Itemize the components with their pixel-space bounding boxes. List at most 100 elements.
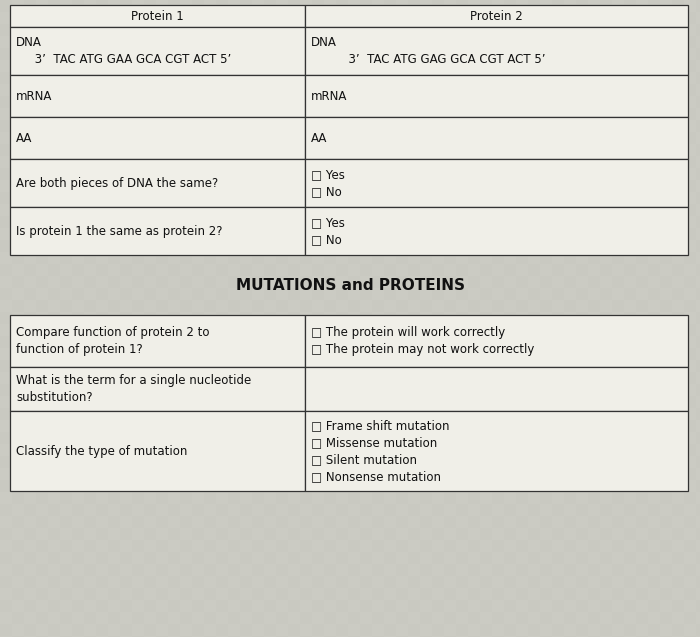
Bar: [288, 36, 300, 48]
Bar: [180, 120, 192, 132]
Bar: [564, 60, 576, 72]
Bar: [72, 348, 84, 360]
Bar: [0, 60, 12, 72]
Bar: [588, 96, 600, 108]
Bar: [336, 636, 348, 637]
Bar: [24, 228, 36, 240]
Bar: [264, 348, 276, 360]
Bar: [660, 144, 672, 156]
Bar: [576, 264, 588, 276]
Bar: [60, 444, 72, 456]
Bar: [36, 12, 48, 24]
Bar: [648, 420, 660, 432]
Bar: [72, 468, 84, 480]
Bar: [120, 72, 132, 84]
Bar: [444, 132, 456, 144]
Bar: [588, 24, 600, 36]
Bar: [204, 0, 216, 12]
Bar: [372, 180, 384, 192]
Bar: [468, 276, 480, 288]
Bar: [444, 108, 456, 120]
Bar: [396, 444, 408, 456]
Bar: [612, 432, 624, 444]
Bar: [372, 312, 384, 324]
Bar: [468, 60, 480, 72]
Bar: [300, 360, 312, 372]
Bar: [168, 516, 180, 528]
Bar: [564, 36, 576, 48]
Bar: [444, 600, 456, 612]
Bar: [384, 372, 396, 384]
Bar: [192, 204, 204, 216]
Bar: [228, 636, 240, 637]
Bar: [576, 36, 588, 48]
Bar: [60, 84, 72, 96]
Bar: [36, 564, 48, 576]
Bar: [84, 84, 96, 96]
Bar: [12, 360, 24, 372]
Bar: [144, 360, 156, 372]
Bar: [216, 240, 228, 252]
Bar: [492, 204, 504, 216]
Bar: [228, 624, 240, 636]
Bar: [324, 72, 336, 84]
Bar: [36, 72, 48, 84]
Bar: [648, 0, 660, 12]
Bar: [204, 240, 216, 252]
Bar: [264, 612, 276, 624]
Bar: [72, 36, 84, 48]
Text: What is the term for a single nucleotide
substitution?: What is the term for a single nucleotide…: [16, 374, 251, 404]
Bar: [360, 564, 372, 576]
Bar: [672, 384, 684, 396]
Bar: [84, 612, 96, 624]
Bar: [216, 456, 228, 468]
Bar: [384, 60, 396, 72]
Bar: [552, 588, 564, 600]
Bar: [384, 492, 396, 504]
Bar: [600, 588, 612, 600]
Bar: [360, 228, 372, 240]
Bar: [324, 552, 336, 564]
Bar: [480, 300, 492, 312]
Bar: [300, 324, 312, 336]
Bar: [60, 504, 72, 516]
Bar: [144, 492, 156, 504]
Bar: [648, 456, 660, 468]
Bar: [444, 276, 456, 288]
Bar: [180, 180, 192, 192]
Bar: [348, 552, 360, 564]
Bar: [396, 156, 408, 168]
Bar: [528, 360, 540, 372]
Bar: [48, 48, 60, 60]
Bar: [624, 300, 636, 312]
Bar: [72, 72, 84, 84]
Bar: [12, 108, 24, 120]
Bar: [12, 288, 24, 300]
Bar: [168, 108, 180, 120]
Bar: [240, 444, 252, 456]
Bar: [132, 60, 144, 72]
Bar: [432, 360, 444, 372]
Bar: [660, 480, 672, 492]
Bar: [636, 300, 648, 312]
Bar: [276, 180, 288, 192]
Bar: [156, 96, 168, 108]
Bar: [192, 264, 204, 276]
Bar: [624, 516, 636, 528]
Bar: [324, 12, 336, 24]
Bar: [228, 360, 240, 372]
Bar: [156, 132, 168, 144]
Bar: [144, 288, 156, 300]
Bar: [264, 324, 276, 336]
Bar: [300, 636, 312, 637]
Bar: [84, 372, 96, 384]
Bar: [132, 432, 144, 444]
Bar: [12, 588, 24, 600]
Bar: [264, 288, 276, 300]
Bar: [408, 240, 420, 252]
Bar: [336, 612, 348, 624]
Bar: [108, 528, 120, 540]
Bar: [576, 444, 588, 456]
Bar: [48, 240, 60, 252]
Bar: [264, 48, 276, 60]
